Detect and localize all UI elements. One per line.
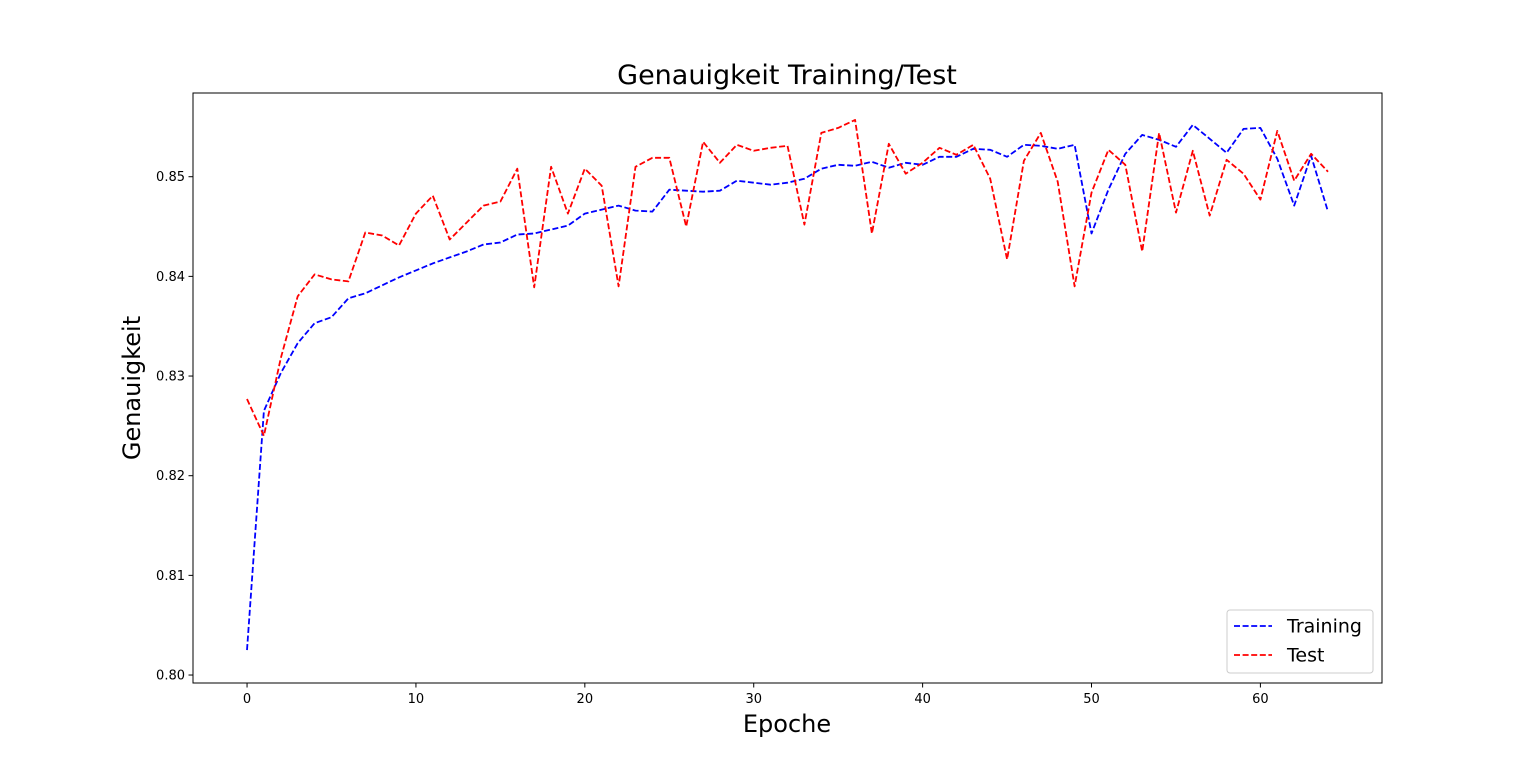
x-tick-label: 50 xyxy=(1083,692,1100,707)
x-tick-label: 0 xyxy=(243,692,251,707)
y-axis-label: Genauigkeit xyxy=(118,316,146,460)
legend-label-training: Training xyxy=(1286,616,1362,638)
legend: Training Test xyxy=(1226,609,1374,674)
y-tick-label: 0.85 xyxy=(156,170,185,185)
x-tick-label: 30 xyxy=(745,692,762,707)
y-tick-label: 0.84 xyxy=(156,270,185,285)
legend-label-test: Test xyxy=(1286,645,1324,667)
x-tick-label: 60 xyxy=(1252,692,1269,707)
series-line-test xyxy=(246,119,1329,437)
y-tick-label: 0.82 xyxy=(156,469,185,484)
y-tick-label: 0.83 xyxy=(156,370,185,385)
x-tick-label: 20 xyxy=(577,692,594,707)
x-tick-label: 40 xyxy=(914,692,931,707)
y-tick-label: 0.81 xyxy=(156,569,185,584)
axes-frame xyxy=(192,92,1383,684)
y-tick-label: 0.80 xyxy=(156,669,185,684)
chart-title: Genauigkeit Training/Test xyxy=(617,60,957,91)
x-axis-label: Epoche xyxy=(743,710,831,738)
x-tick-label: 10 xyxy=(408,692,425,707)
plot-area: 0 10 20 30 40 50 60 0.80 0.81 0.82 0.83 0.84 0.85 Tra… xyxy=(156,92,1383,707)
series-line-training xyxy=(246,124,1329,651)
